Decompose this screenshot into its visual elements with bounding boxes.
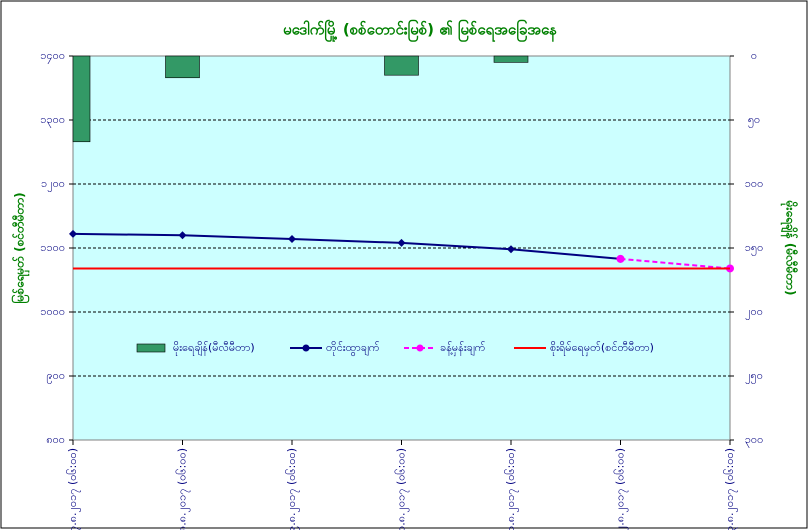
x-tick-label: ၂၁.၈.၂၀၁၇ (၀၆:၀၀) xyxy=(504,448,519,530)
x-tick-label: ၁၉.၈.၂၀၁၇ (၀၆:၀၀) xyxy=(285,448,300,530)
x-tick-label: ၂၀.၈.၂၀၁၇ (၀၆:၀၀) xyxy=(395,448,410,530)
legend-label: မိုးရေချိန်(မီလီမီတာ) xyxy=(173,341,255,356)
x-tick-label: ၁၈.၈.၂၀၁၇ (၀၆:၀၀) xyxy=(176,448,191,530)
line xyxy=(620,257,731,270)
x-tick-label: ၂၂.၈.၂၀၁၇ (၀၆:၀၀) xyxy=(614,448,629,530)
y2-tick-label: ၁၀၀ xyxy=(745,177,764,190)
y-axis-title: မြစ်ရေမှတ် (စင်တီမီတာ) xyxy=(10,192,31,303)
bar xyxy=(384,55,419,76)
y-tick-label: ၁၀၀၀ xyxy=(40,305,65,318)
y2-tick-label: ၅၀ xyxy=(748,113,760,128)
legend-swatch xyxy=(136,343,166,353)
legend-marker xyxy=(416,344,424,352)
y2-tick-label: ၁၅၀ xyxy=(745,241,764,256)
y2-tick-label: ၀ xyxy=(751,49,757,62)
y-tick-label: ၁၁၀၀ xyxy=(40,241,65,254)
legend-label: ခန့်မှန်းချက် xyxy=(440,341,486,356)
legend-marker xyxy=(302,344,310,352)
y-tick-label: ၁၃၀၀ xyxy=(40,113,65,128)
y2-axis-title: မိုးရေချိန် (မီလီမီတာ) xyxy=(780,200,800,296)
legend-label: တိုင်းထွာချက် xyxy=(326,341,380,356)
point xyxy=(178,231,187,240)
y-tick-label: ၁၂၀၀ xyxy=(41,177,65,192)
point xyxy=(507,245,515,254)
x-tick-label: ၁၇.၈.၂၀၁၇ (၀၆:၀၀) xyxy=(66,448,81,530)
legend-label: စိုးရိမ်ရေမှတ်(စင်တီမီတာ) xyxy=(550,341,654,356)
point xyxy=(69,229,77,238)
y2-tick-label: ၂၅၀ xyxy=(745,369,763,384)
bar xyxy=(165,55,200,79)
line xyxy=(72,232,621,260)
point xyxy=(288,235,296,244)
bar xyxy=(72,55,91,143)
bar xyxy=(493,55,529,63)
y-tick-label: ၉၀၀ xyxy=(46,369,65,384)
x-tick-label: ၂၃.၈.၂၀၁၇ (၀၆:၀၀) xyxy=(723,448,738,530)
y2-tick-label: ၃၀၀ xyxy=(745,433,764,448)
point xyxy=(616,254,625,263)
y2-tick-label: ၂၀၀ xyxy=(745,305,763,320)
y-tick-label: ၁၄၀၀ xyxy=(40,49,65,64)
point xyxy=(397,238,406,247)
plot-area xyxy=(72,55,731,441)
y-tick-label: ၈၀၀ xyxy=(46,433,65,446)
